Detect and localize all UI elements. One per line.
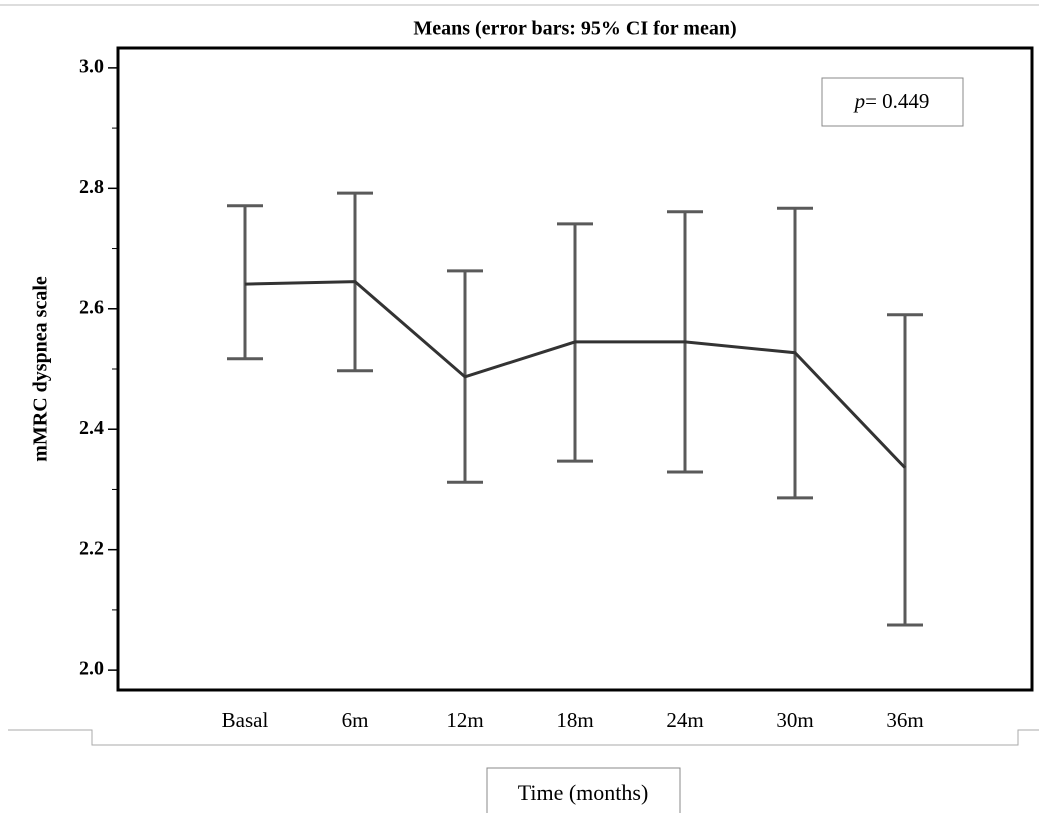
x-label-box [486, 767, 681, 813]
x-axis-label: Time (months) [518, 780, 649, 805]
chart-title: Means (error bars: 95% CI for mean) [413, 18, 736, 40]
y-tick-label: 2.8 [79, 176, 104, 198]
y-tick-label: 2.2 [79, 537, 104, 559]
y-tick-label: 2.0 [79, 658, 104, 680]
x-tick-label: 30m [776, 708, 813, 732]
y-tick-label: 2.4 [79, 417, 104, 439]
x-tick-label: 6m [342, 708, 369, 732]
x-tick-label: 12m [446, 708, 483, 732]
y-tick-label: 2.6 [79, 296, 104, 318]
mean-line [244, 280, 907, 469]
x-tick-label: 24m [666, 708, 703, 732]
error-bar [227, 204, 263, 361]
x-tick-label: Basal [222, 708, 269, 732]
y-axis-label: mMRC dyspnea scale [30, 276, 52, 462]
y-tick-label: 3.0 [79, 55, 104, 77]
error-bar [887, 313, 923, 627]
annotation: p= 0.449 [853, 89, 930, 113]
x-bracket [8, 729, 1039, 746]
x-tick-label: 36m [886, 708, 923, 732]
annotation-box [821, 77, 964, 127]
annotation-italic: p [853, 89, 866, 113]
annotation-text: = 0.449 [865, 89, 929, 113]
x-tick-label: 18m [556, 708, 593, 732]
